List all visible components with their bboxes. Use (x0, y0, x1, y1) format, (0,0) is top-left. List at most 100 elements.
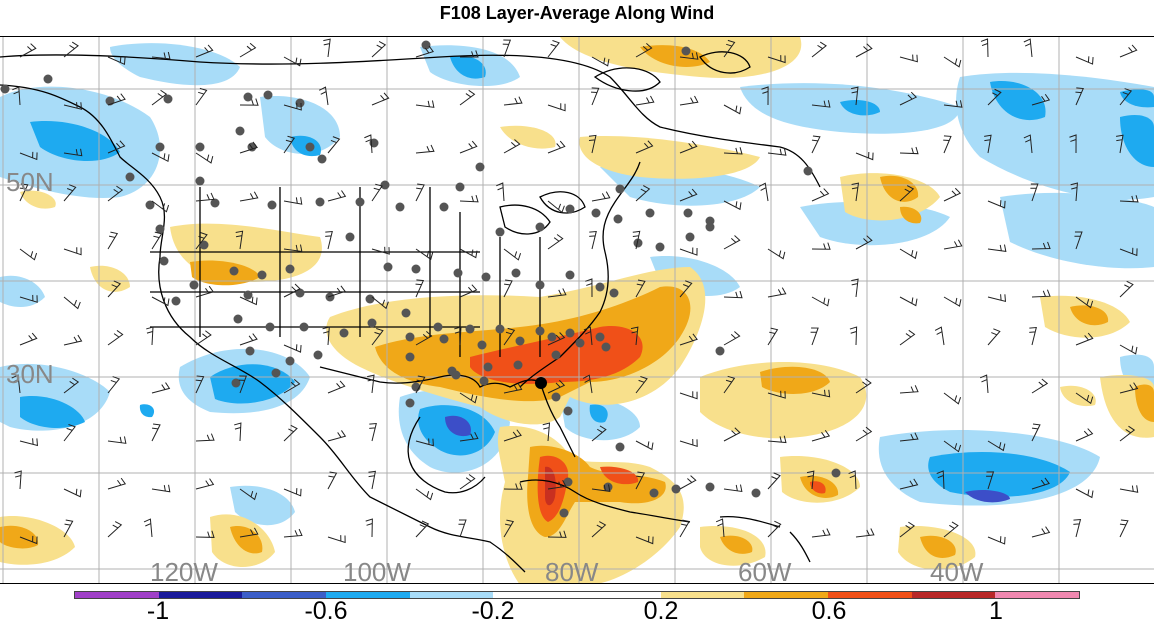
wind-barb (679, 333, 698, 346)
station-dot (295, 98, 305, 108)
station-dot (199, 240, 209, 250)
wind-barb (1023, 134, 1033, 154)
colorbar-label-neg1: -1 (146, 597, 170, 625)
wind-barb (459, 431, 479, 442)
wind-barb (855, 378, 872, 394)
wind-barb (899, 296, 918, 307)
blue-regions (20, 55, 1154, 497)
wind-barb (767, 472, 781, 490)
wind-barb (283, 56, 302, 67)
station-dot (535, 222, 545, 232)
wind-barb (283, 424, 298, 442)
colorbar-label-1: 1 (989, 597, 1003, 625)
wind-barb (283, 244, 303, 253)
station-dot (421, 40, 431, 50)
wind-barb (715, 518, 725, 538)
wind-barb (811, 429, 831, 442)
wind-barb (107, 231, 119, 250)
wind-barb (415, 183, 425, 202)
wind-barb (151, 51, 171, 60)
wind-barb (322, 326, 330, 346)
station-dot (263, 90, 273, 100)
station-dot (831, 468, 841, 478)
wind-barb (1075, 392, 1094, 405)
wind-barb (503, 429, 522, 442)
station-dot (633, 238, 643, 248)
wind-barb (458, 519, 467, 538)
wind-barb (987, 244, 1007, 253)
station-dot (195, 176, 205, 186)
station-dot (380, 180, 390, 190)
station-dot (751, 488, 761, 498)
wind-barb (63, 334, 83, 346)
wind-barb (151, 484, 171, 493)
station-dot (511, 268, 521, 278)
wind-barb (19, 183, 29, 202)
wind-barb (986, 471, 995, 490)
wind-barb (899, 185, 915, 202)
station-dot (171, 296, 181, 306)
station-dot (613, 214, 623, 224)
wind-barb (195, 232, 208, 250)
wind-barb (806, 470, 815, 490)
wind-barb (1069, 134, 1077, 154)
colorbar-segment (326, 592, 410, 598)
wind-barb (325, 230, 333, 250)
wind-barb (151, 200, 170, 213)
wind-barb (327, 535, 346, 544)
wind-barb (1119, 280, 1134, 298)
wind-barb (723, 200, 742, 211)
coastlines (0, 51, 821, 573)
wind-barb (761, 86, 769, 106)
wind-barb (591, 484, 611, 492)
wind-barb (371, 296, 389, 310)
wind-barb (1031, 378, 1049, 394)
wind-barb (239, 191, 259, 202)
station-dot (603, 482, 613, 492)
station-dot (231, 378, 241, 388)
wind-barb (151, 382, 171, 394)
wind-barb (635, 279, 646, 298)
station-dot (671, 484, 681, 494)
wind-barb (239, 141, 258, 154)
wind-barb (1075, 488, 1094, 499)
colorbar-label-neg06: -0.6 (304, 597, 348, 625)
wind-barb (415, 375, 426, 394)
station-dot (455, 182, 465, 192)
wind-barb (415, 279, 425, 298)
wind-barb (415, 331, 433, 346)
wind-barb (415, 144, 435, 154)
weather-map: 50N 30N 120W 100W 80W 60W 40W (0, 36, 1154, 584)
wind-barb (239, 98, 259, 106)
wind-barb (283, 488, 302, 497)
wind-barb (1031, 423, 1041, 442)
station-dot (477, 340, 487, 350)
station-dot (479, 376, 489, 386)
station-dot (395, 202, 405, 212)
wind-barb (811, 135, 821, 154)
wind-barb (503, 482, 523, 490)
wind-barb (547, 200, 565, 214)
wind-barb (283, 102, 302, 111)
wind-barb (459, 89, 476, 106)
wind-barb (1119, 247, 1138, 257)
wind-barb (1031, 526, 1051, 538)
wind-barb (635, 95, 655, 106)
station-dot (163, 94, 173, 104)
wind-barb (899, 54, 918, 63)
wind-barb (327, 430, 347, 442)
wind-barb (588, 134, 597, 154)
station-dot (267, 200, 277, 210)
wind-barb (811, 528, 831, 538)
wind-barb (547, 530, 567, 538)
wind-barb (1070, 182, 1078, 202)
wind-barb (283, 528, 303, 538)
wind-barb (459, 50, 479, 58)
wind-barb (459, 284, 478, 298)
wind-barb (459, 392, 478, 404)
wind-barb (1119, 88, 1133, 106)
colorbar-segment (744, 592, 829, 598)
wind-barb (591, 425, 607, 442)
station-dot (405, 352, 415, 362)
wind-barb (851, 182, 860, 202)
